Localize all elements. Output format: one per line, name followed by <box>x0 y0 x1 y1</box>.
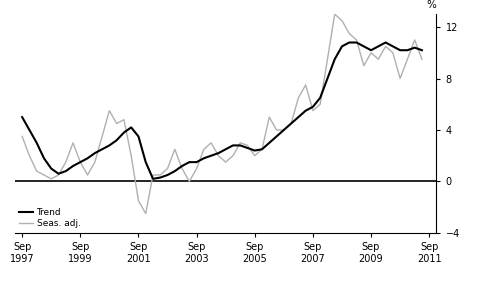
Seas. adj. <box>419 58 425 61</box>
Text: %: % <box>427 0 436 10</box>
Trend <box>26 128 32 132</box>
Trend <box>274 135 280 138</box>
Seas. adj. <box>288 122 294 125</box>
Seas. adj. <box>252 154 258 157</box>
Seas. adj. <box>19 135 25 138</box>
Trend <box>252 149 258 152</box>
Trend <box>288 122 294 125</box>
Trend <box>172 170 178 173</box>
Line: Seas. adj.: Seas. adj. <box>22 14 422 214</box>
Line: Trend: Trend <box>22 43 422 179</box>
Trend <box>419 49 425 52</box>
Trend <box>346 41 352 44</box>
Seas. adj. <box>332 12 338 16</box>
Seas. adj. <box>274 128 280 132</box>
Seas. adj. <box>172 148 178 151</box>
Trend <box>19 115 25 119</box>
Seas. adj. <box>339 19 345 22</box>
Trend <box>150 177 156 181</box>
Trend <box>332 58 338 61</box>
Seas. adj. <box>143 212 149 215</box>
Seas. adj. <box>26 154 32 157</box>
Legend: Trend, Seas. adj.: Trend, Seas. adj. <box>17 206 82 230</box>
